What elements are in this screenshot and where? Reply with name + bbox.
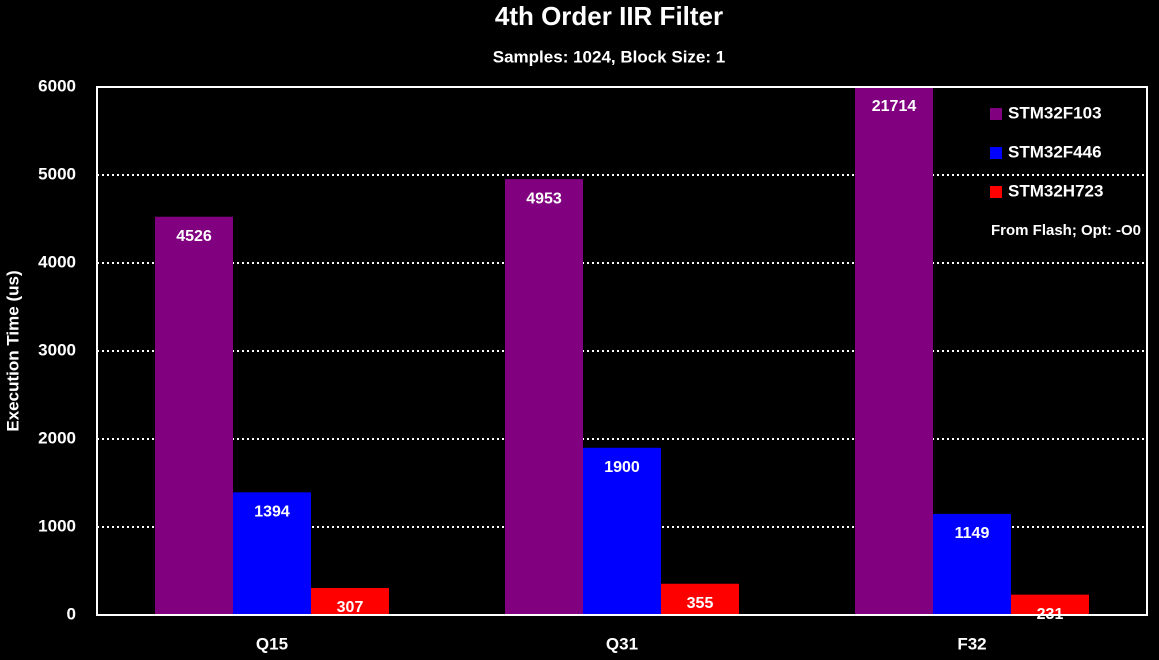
data-label: 355 xyxy=(687,595,714,612)
plot-border xyxy=(96,86,1148,616)
data-label: 1900 xyxy=(604,459,640,476)
chart-title: 4th Order IIR Filter xyxy=(495,1,723,31)
bar xyxy=(233,492,311,615)
bar xyxy=(1011,594,1089,615)
data-label: 1394 xyxy=(254,504,290,521)
data-label: 1149 xyxy=(955,525,990,542)
data-label: 4526 xyxy=(176,228,212,245)
data-label: 307 xyxy=(337,599,364,616)
chart-subtitle: Samples: 1024, Block Size: 1 xyxy=(493,47,725,66)
bar xyxy=(933,513,1011,615)
legend-label: STM32F446 xyxy=(1008,142,1102,161)
bar xyxy=(311,587,389,615)
bar xyxy=(505,179,583,615)
y-tick-label: 4000 xyxy=(38,252,76,271)
y-tick-label: 3000 xyxy=(38,340,76,359)
bar xyxy=(583,447,661,615)
x-tick-label: Q31 xyxy=(606,634,638,653)
x-tick-label: F32 xyxy=(957,634,986,653)
legend-label: STM32F103 xyxy=(1008,103,1102,122)
legend-swatch xyxy=(990,108,1002,120)
data-label: 4953 xyxy=(526,190,562,207)
legend-swatch xyxy=(990,147,1002,159)
x-tick-label: Q15 xyxy=(256,634,288,653)
plot-bars xyxy=(155,87,1089,615)
data-label: 21714 xyxy=(872,98,917,115)
legend-label: STM32H723 xyxy=(1008,181,1103,200)
y-axis-label: Execution Time (us) xyxy=(3,270,22,431)
bar xyxy=(155,216,233,615)
y-tick-label: 5000 xyxy=(38,164,76,183)
y-tick-label: 2000 xyxy=(38,428,76,447)
y-tick-label: 1000 xyxy=(38,516,76,535)
annotation: From Flash; Opt: -O0 xyxy=(991,222,1141,239)
y-tick-label: 0 xyxy=(67,604,76,623)
y-tick-label: 6000 xyxy=(38,76,76,95)
bar xyxy=(661,583,739,615)
legend-swatch xyxy=(990,186,1002,198)
bar xyxy=(855,87,933,615)
